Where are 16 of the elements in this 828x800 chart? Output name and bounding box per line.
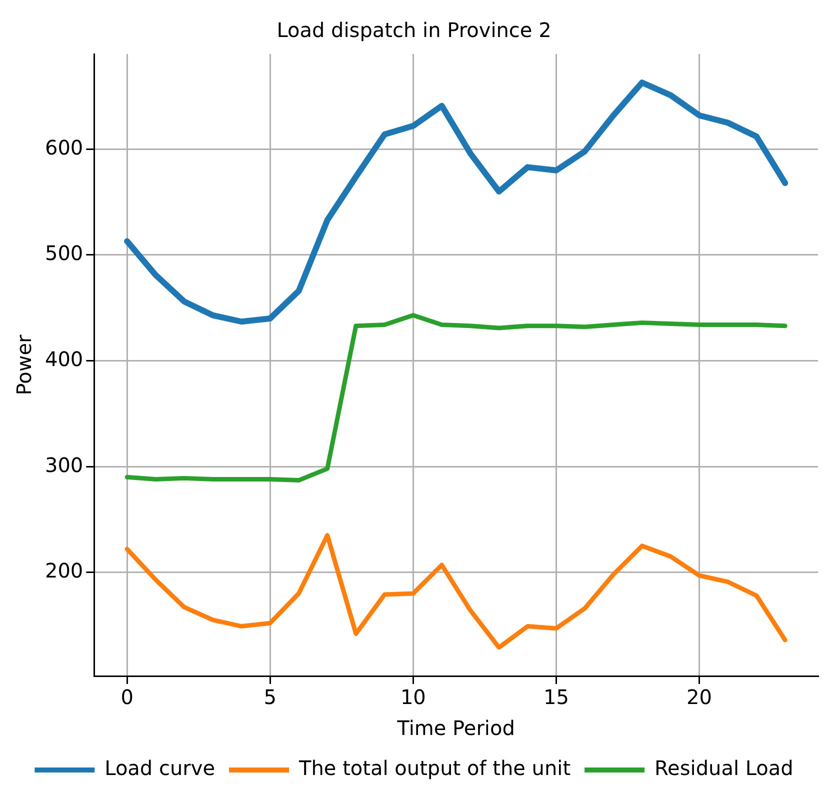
y-tick-label: 500: [44, 241, 84, 266]
legend-label: The total output of the unit: [298, 756, 571, 780]
y-tick-label: 200: [44, 558, 84, 583]
x-tick-label: 20: [686, 685, 712, 710]
x-axis-title: Time Period: [396, 716, 515, 740]
x-tick-label: 5: [264, 685, 276, 710]
x-tick-label: 10: [400, 685, 426, 710]
y-tick-label: 600: [44, 135, 84, 160]
legend-label: Residual Load: [654, 756, 794, 780]
y-axis-title: Power: [12, 334, 36, 396]
y-tick-label: 300: [44, 452, 84, 477]
chart-title: Load dispatch in Province 2: [276, 18, 552, 42]
y-tick-label: 400: [44, 346, 84, 371]
x-tick-label: 0: [120, 685, 134, 710]
legend-label: Load curve: [104, 756, 216, 780]
x-tick-label: 15: [543, 685, 569, 710]
